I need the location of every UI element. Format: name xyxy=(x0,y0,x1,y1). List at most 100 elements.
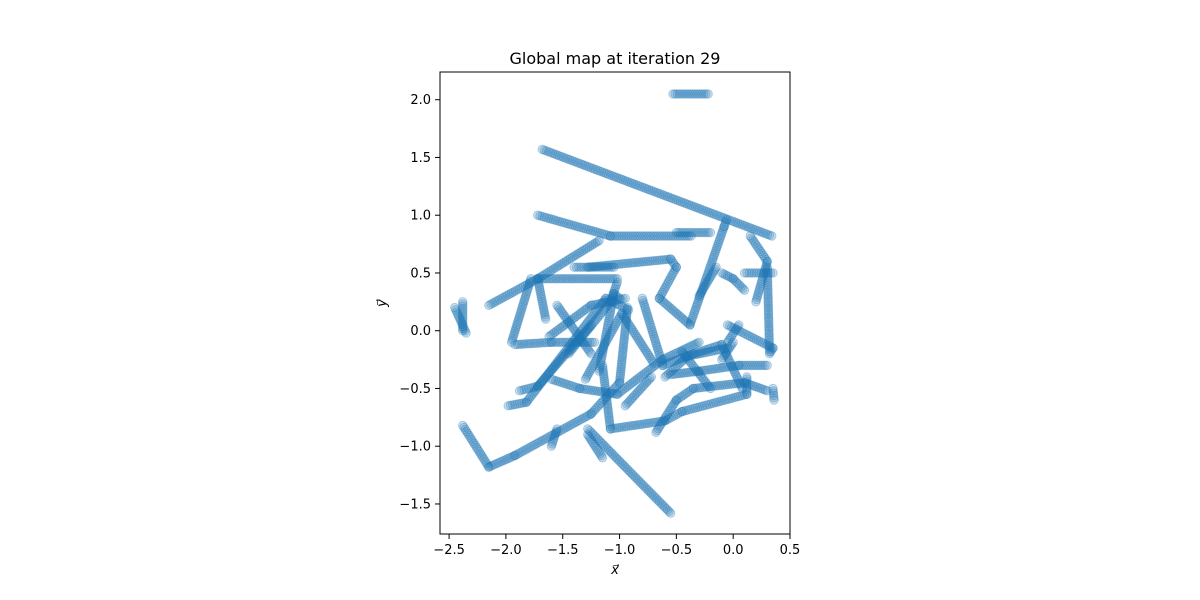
data-point xyxy=(610,320,620,331)
data-point xyxy=(594,261,604,271)
data-point xyxy=(559,218,569,228)
data-point xyxy=(676,346,686,356)
data-point xyxy=(705,346,715,357)
data-point xyxy=(728,364,739,375)
data-point xyxy=(520,445,530,455)
data-point xyxy=(655,416,666,427)
data-point xyxy=(731,324,742,334)
data-point xyxy=(533,381,543,391)
data-point xyxy=(662,414,672,425)
data-point xyxy=(567,337,578,347)
data-point xyxy=(647,324,657,335)
data-point xyxy=(686,349,696,360)
data-point xyxy=(653,345,663,355)
data-point xyxy=(458,308,468,318)
data-point xyxy=(680,227,691,238)
data-point xyxy=(744,268,754,278)
data-point xyxy=(686,315,697,326)
data-point xyxy=(560,311,570,322)
data-point xyxy=(742,383,752,393)
data-point xyxy=(703,227,713,238)
data-point xyxy=(596,346,606,356)
data-point xyxy=(600,297,610,308)
data-point xyxy=(586,364,596,374)
data-point xyxy=(565,347,575,357)
data-point xyxy=(642,377,652,387)
data-point xyxy=(669,364,679,374)
data-point xyxy=(561,218,572,229)
data-point xyxy=(594,228,605,238)
data-point xyxy=(664,358,674,368)
data-point xyxy=(585,262,595,272)
data-point xyxy=(574,328,585,338)
data-point xyxy=(576,337,586,347)
data-point xyxy=(533,210,543,220)
data-point xyxy=(709,364,720,374)
data-point xyxy=(598,369,609,380)
data-point xyxy=(708,254,718,265)
data-point xyxy=(665,254,676,264)
data-point xyxy=(521,339,532,349)
data-point xyxy=(535,274,545,284)
data-point xyxy=(590,308,600,318)
data-point xyxy=(763,298,773,309)
data-point xyxy=(554,356,564,367)
data-point xyxy=(657,418,667,428)
data-point xyxy=(502,454,512,464)
data-point xyxy=(715,396,725,407)
data-point xyxy=(569,337,579,347)
data-point xyxy=(635,419,645,430)
data-point xyxy=(589,316,600,327)
data-point xyxy=(482,460,493,470)
x-tick-label: −1.5 xyxy=(547,543,579,558)
data-point xyxy=(578,413,588,423)
data-point xyxy=(496,456,506,467)
data-point xyxy=(617,308,627,319)
data-point xyxy=(614,231,625,241)
data-point xyxy=(615,371,625,381)
data-point xyxy=(747,360,757,371)
data-point xyxy=(643,311,653,321)
data-point xyxy=(542,433,552,443)
data-point xyxy=(514,448,524,458)
data-point xyxy=(650,187,660,197)
data-point xyxy=(616,362,626,372)
data-point xyxy=(668,411,679,421)
data-point xyxy=(704,344,714,354)
data-point xyxy=(751,297,761,307)
data-point xyxy=(540,372,551,383)
data-point xyxy=(469,438,479,448)
data-point xyxy=(692,298,703,308)
data-point xyxy=(685,89,696,99)
data-point xyxy=(747,332,757,343)
data-point xyxy=(554,151,564,161)
data-point xyxy=(634,372,644,383)
data-point xyxy=(510,324,521,334)
data-point xyxy=(587,262,597,272)
data-point xyxy=(672,369,682,379)
data-point xyxy=(763,314,774,325)
data-point xyxy=(546,374,557,384)
data-point xyxy=(560,346,571,356)
data-point xyxy=(763,289,773,300)
data-point xyxy=(617,357,627,367)
data-point xyxy=(765,268,776,278)
data-point xyxy=(706,399,716,409)
data-point xyxy=(616,174,626,184)
data-point xyxy=(665,192,675,203)
data-point xyxy=(753,288,764,298)
data-point xyxy=(607,292,617,303)
data-point xyxy=(664,352,674,362)
data-point xyxy=(559,257,570,267)
data-point xyxy=(583,337,593,347)
data-point xyxy=(610,383,620,393)
data-point xyxy=(611,318,622,329)
data-point xyxy=(576,274,586,284)
data-point xyxy=(584,321,595,332)
data-point xyxy=(583,262,593,272)
data-point xyxy=(603,294,613,305)
data-point xyxy=(692,300,702,311)
data-point xyxy=(690,339,700,349)
data-point xyxy=(580,412,590,422)
data-point xyxy=(591,403,601,414)
